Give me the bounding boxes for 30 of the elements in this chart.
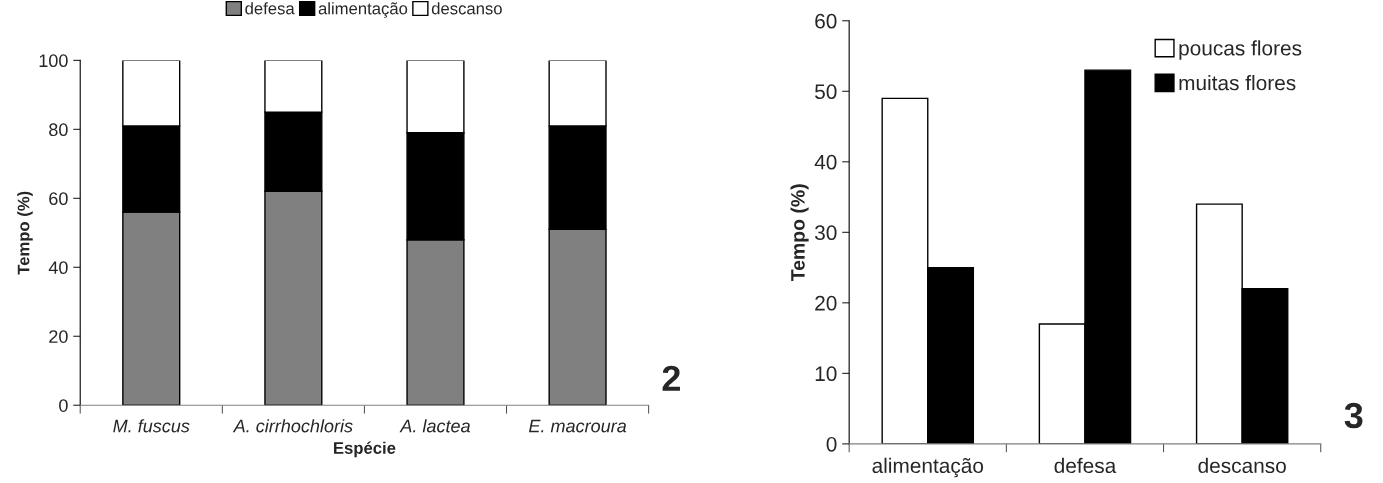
y-tick-label: 60 <box>815 13 837 29</box>
x-tick-label: A. cirrhochloris <box>232 419 353 433</box>
x-tick-label: defesa <box>1054 457 1117 474</box>
legend-label: alimentação <box>318 2 408 18</box>
y-tick-label: 60 <box>49 192 68 206</box>
x-tick-label: alimentação <box>872 457 984 478</box>
y-tick-label: 20 <box>815 295 837 311</box>
x-axis-title: Espécie <box>334 441 396 458</box>
legend-label: descanso <box>431 2 502 15</box>
x-tick-label: M. fuscus <box>113 419 190 433</box>
legend-label: muitas flores <box>1179 74 1296 91</box>
y-tick-label: 50 <box>815 84 837 100</box>
x-tick-label: descanso <box>1198 457 1286 474</box>
x-tick-label: E. macroura <box>528 419 627 433</box>
text: 2 <box>662 365 680 391</box>
legend-label: defesa <box>245 2 295 15</box>
y-axis-title: Tempo (%) <box>17 191 33 275</box>
y-tick-label: 0 <box>59 399 68 412</box>
y-tick-label: 30 <box>814 225 837 241</box>
y-tick-label: 0 <box>826 436 837 452</box>
y-tick-label: 20 <box>49 330 68 343</box>
y-tick-label: 80 <box>49 123 68 137</box>
legend-label: poucas flores <box>1179 40 1302 60</box>
x-tick-label: A. lactea <box>399 419 470 433</box>
text: 3 <box>1344 402 1363 429</box>
y-axis-title: Tempo (%) <box>790 184 809 282</box>
y-tick-label: 10 <box>815 366 837 382</box>
y-tick-label: 100 <box>39 54 68 68</box>
y-tick-label: 40 <box>814 154 837 170</box>
y-tick-label: 40 <box>48 261 68 275</box>
